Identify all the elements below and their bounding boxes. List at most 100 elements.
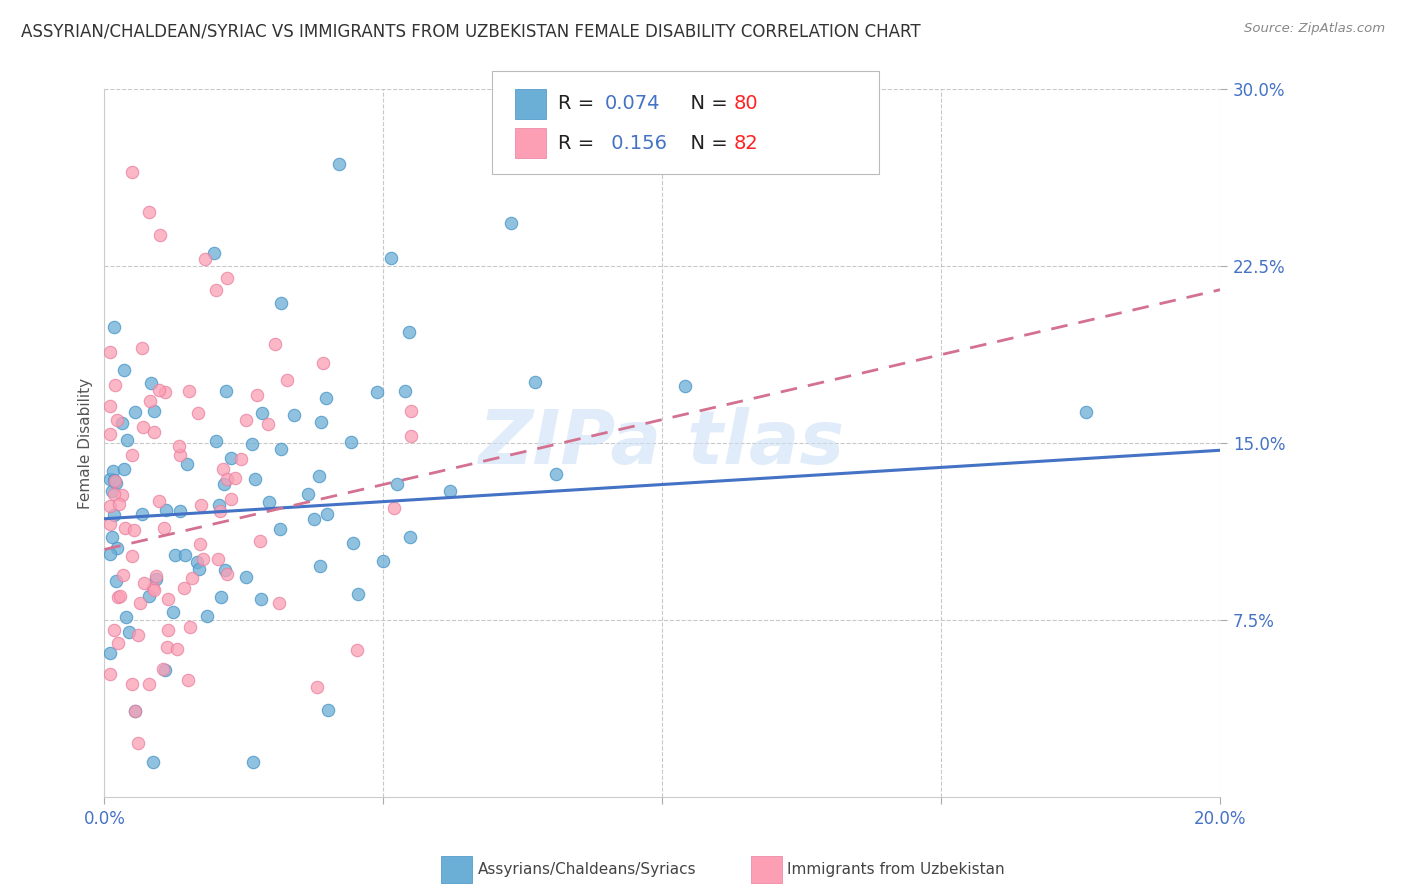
Point: [382, 501, 405, 516]
Point: [98, 345, 121, 359]
Point: [111, 488, 134, 502]
Point: [221, 451, 243, 466]
Point: [250, 591, 273, 606]
Point: [209, 504, 232, 518]
Point: [105, 541, 128, 556]
Point: [155, 503, 177, 517]
Point: [207, 552, 229, 566]
Point: [153, 385, 176, 400]
Text: 82: 82: [734, 134, 759, 153]
Point: [214, 563, 236, 577]
Point: [264, 336, 287, 351]
Point: [105, 574, 128, 589]
Point: [180, 571, 202, 585]
Point: [100, 483, 122, 498]
Point: [270, 295, 292, 310]
Text: ZIPa tlas: ZIPa tlas: [479, 407, 845, 480]
Point: [114, 363, 136, 377]
Point: [302, 511, 325, 525]
Point: [145, 573, 167, 587]
Point: [219, 491, 242, 506]
Point: [124, 523, 146, 537]
Point: [111, 567, 134, 582]
Point: [523, 375, 546, 389]
Point: [394, 384, 416, 398]
Point: [121, 164, 143, 178]
Point: [173, 582, 195, 596]
Point: [98, 547, 121, 561]
Point: [211, 591, 233, 605]
Point: [246, 388, 269, 402]
Point: [124, 704, 146, 718]
Point: [148, 383, 170, 397]
Point: [305, 680, 328, 694]
Point: [121, 448, 143, 462]
Point: [148, 494, 170, 508]
Point: [240, 436, 263, 450]
Point: [401, 404, 423, 418]
Point: [249, 533, 271, 548]
Point: [212, 476, 235, 491]
Point: [124, 704, 146, 718]
Point: [152, 662, 174, 676]
Point: [108, 497, 131, 511]
Point: [328, 157, 350, 171]
Point: [103, 319, 125, 334]
Point: [283, 408, 305, 422]
Text: ASSYRIAN/CHALDEAN/SYRIAC VS IMMIGRANTS FROM UZBEKISTAN FEMALE DISABILITY CORRELA: ASSYRIAN/CHALDEAN/SYRIAC VS IMMIGRANTS F…: [21, 22, 921, 40]
Y-axis label: Female Disability: Female Disability: [79, 377, 93, 508]
Point: [103, 473, 125, 487]
Point: [217, 566, 239, 581]
Point: [214, 384, 236, 398]
Point: [176, 458, 198, 472]
Point: [385, 476, 408, 491]
Point: [217, 270, 239, 285]
Point: [98, 472, 121, 486]
Point: [101, 529, 124, 543]
Text: R =: R =: [558, 95, 600, 113]
Point: [167, 439, 190, 453]
Point: [316, 507, 339, 521]
Text: N =: N =: [678, 95, 734, 113]
Point: [117, 624, 139, 639]
Point: [98, 426, 121, 441]
Point: [186, 555, 208, 569]
Point: [105, 476, 128, 491]
Point: [231, 451, 253, 466]
Point: [191, 551, 214, 566]
Point: [131, 508, 153, 522]
Point: [257, 495, 280, 509]
Point: [208, 498, 231, 512]
Text: 0.074: 0.074: [605, 95, 659, 113]
Point: [243, 472, 266, 486]
Point: [173, 548, 195, 562]
Point: [112, 462, 135, 476]
Point: [162, 605, 184, 619]
Point: [142, 755, 165, 769]
Point: [179, 384, 201, 398]
Point: [546, 467, 568, 481]
Point: [267, 596, 290, 610]
Point: [138, 589, 160, 603]
Point: [156, 640, 179, 654]
Point: [202, 246, 225, 260]
Point: [195, 609, 218, 624]
Point: [98, 516, 121, 531]
Point: [235, 570, 257, 584]
Point: [315, 391, 337, 405]
Point: [215, 472, 238, 486]
Point: [143, 583, 166, 598]
Point: [188, 562, 211, 576]
Point: [98, 667, 121, 681]
Point: [153, 663, 176, 677]
Point: [346, 643, 368, 657]
Point: [308, 469, 330, 483]
Point: [104, 474, 127, 488]
Point: [673, 378, 696, 392]
Point: [169, 448, 191, 462]
Text: 0.156: 0.156: [605, 134, 666, 153]
Point: [347, 587, 370, 601]
Point: [309, 415, 332, 429]
Point: [138, 204, 160, 219]
Point: [398, 530, 420, 544]
